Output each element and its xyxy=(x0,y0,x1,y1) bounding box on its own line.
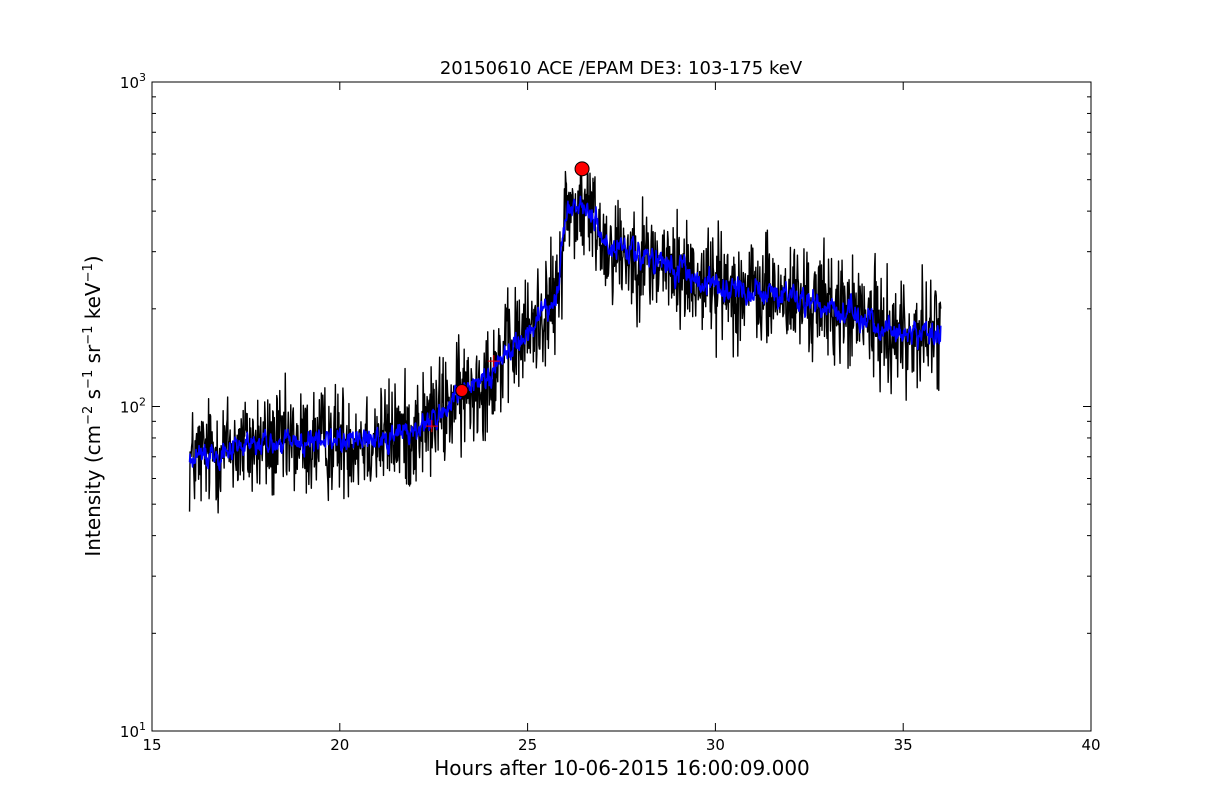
marker-layer xyxy=(425,161,590,433)
y-tick-label-2: 103 xyxy=(120,71,146,92)
y-axis-label-exp2: −1 xyxy=(81,370,96,389)
plot-background xyxy=(152,82,1091,731)
y-axis-label-exp3: −1 xyxy=(81,326,96,345)
x-tick-label-5: 40 xyxy=(1081,736,1100,754)
y-axis-label-prefix: Intensity (cm xyxy=(81,425,105,557)
series-layer xyxy=(188,164,942,514)
x-tick-label-3: 30 xyxy=(706,736,725,754)
marker-plus-0 xyxy=(425,420,438,433)
y-tick-label-1: 102 xyxy=(120,396,146,417)
y-axis-label-exp1: −2 xyxy=(81,406,96,425)
y-axis-label: Intensity (cm−2 s−1 sr−1 keV−1) xyxy=(81,255,105,556)
marker-plus-2 xyxy=(487,355,500,368)
y-axis-label-exp4: −1 xyxy=(81,263,96,282)
plot-frame xyxy=(151,81,1092,732)
x-tick-label-2: 25 xyxy=(518,736,537,754)
marker-circle-3 xyxy=(574,161,590,177)
y-axis-label-mid3: keV xyxy=(81,282,105,326)
y-tick-label-0: 101 xyxy=(120,720,146,741)
y-axis-label-suffix: ) xyxy=(81,255,105,263)
chart-title: 20150610 ACE /EPAM DE3: 103-175 keV xyxy=(440,58,803,79)
series-smoothed-line xyxy=(188,195,942,472)
plot-area xyxy=(151,81,1092,732)
x-tick-label-1: 20 xyxy=(330,736,349,754)
x-axis-label: Hours after 10-06-2015 16:00:09.000 xyxy=(434,756,810,780)
x-tick-label-0: 15 xyxy=(142,736,161,754)
y-axis-label-mid2: sr xyxy=(81,344,105,370)
y-tick-labels: 101 102 103 xyxy=(120,71,146,741)
x-tick-label-4: 35 xyxy=(894,736,913,754)
y-axis-label-mid1: s xyxy=(81,389,105,406)
marker-circle-1 xyxy=(455,384,469,398)
x-tick-labels: 15 20 25 30 35 40 xyxy=(142,736,1100,754)
